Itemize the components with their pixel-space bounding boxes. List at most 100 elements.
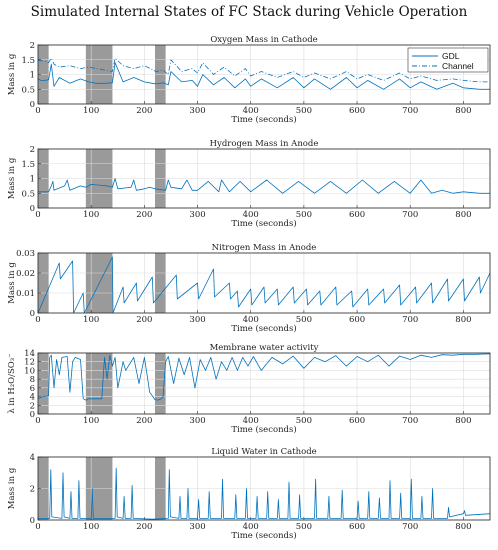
y-tick-label: 0.03 [16, 249, 35, 259]
series-line-channel [37, 57, 490, 83]
x-tick-label: 200 [136, 106, 152, 116]
y-tick-label: 1.5 [21, 56, 35, 66]
x-tick-label: 300 [189, 315, 205, 325]
x-axis-label: Time (seconds) [231, 218, 296, 229]
y-tick-label: 0 [30, 410, 35, 420]
y-axis-label: λ in H₂O/SO₃⁻ [7, 353, 17, 413]
chart-title: Hydrogen Mass in Anode [210, 139, 319, 149]
x-tick-label: 300 [189, 416, 205, 426]
y-tick-label: 2 [30, 401, 35, 411]
x-tick-label: 0 [35, 416, 40, 426]
panels: 0 100 200 300 400 500 600 700 80000.511.52Oxygen… [7, 35, 491, 541]
x-tick-label: 100 [83, 315, 99, 325]
x-tick-label: 700 [402, 416, 418, 426]
shaded-interval [38, 253, 49, 313]
axes-frame [37, 456, 491, 521]
x-tick-label: 0 [35, 210, 40, 220]
x-tick-label: 300 [189, 210, 205, 220]
x-tick-label: 800 [455, 315, 471, 325]
x-tick-label: 500 [296, 315, 312, 325]
chart-title: Liquid Water in Cathode [211, 447, 316, 457]
y-tick-label: 1 [30, 175, 35, 185]
x-tick-label: 700 [402, 106, 418, 116]
axes-frame [37, 148, 491, 209]
series-line-data [37, 353, 491, 401]
x-tick-label: 100 [83, 522, 99, 532]
chart-panel-5: 0 100 200 300 400 500 600 700 800 0 2 4 Liquid Water… [7, 447, 491, 541]
x-tick-label: 800 [455, 106, 471, 116]
y-tick-label: 0.5 [21, 189, 35, 199]
y-tick-label: 4 [30, 393, 35, 403]
x-tick-label: 100 [83, 416, 99, 426]
figure-title: Simulated Internal States of FC Stack du… [31, 4, 468, 20]
y-tick-label: 2 [30, 485, 35, 495]
shaded-interval [38, 353, 49, 414]
legend-label: GDL [442, 51, 460, 61]
x-axis-label: Time (seconds) [231, 530, 296, 541]
x-tick-label: 500 [296, 106, 312, 116]
y-tick-label: 2 [30, 41, 35, 51]
x-axis-label: Time (seconds) [231, 323, 296, 334]
legend-box [407, 47, 489, 73]
y-tick-label: 0 [30, 204, 35, 214]
axes-frame [37, 252, 491, 314]
x-tick-label: 0 [35, 315, 40, 325]
chart-title: Nitrogen Mass in Anode [212, 243, 317, 253]
y-tick-label: 8 [30, 375, 35, 385]
y-tick-label: 0.01 [16, 289, 35, 299]
x-tick-label: 600 [349, 522, 365, 532]
chart-panel-1: 0 100 200 300 400 500 600 700 800 0 0.5 1 1.5 2 Oxygen… [7, 35, 491, 125]
x-tick-label: 100 [83, 106, 99, 116]
x-tick-label: 500 [296, 416, 312, 426]
y-axis-label: Mass in g [7, 262, 17, 304]
series-line-gdl [37, 62, 490, 90]
series-line-data [38, 467, 491, 520]
y-tick-label: 14 [24, 349, 35, 359]
x-tick-label: 0 [35, 106, 40, 116]
x-tick-label: 100 [83, 210, 99, 220]
x-tick-label: 400 [243, 315, 259, 325]
axes-frame [37, 352, 491, 415]
y-tick-label: 0 [30, 309, 35, 319]
y-axis-label: Mass in g [7, 157, 17, 199]
x-tick-label: 200 [136, 210, 152, 220]
chart-title: Oxygen Mass in Cathode [210, 35, 317, 45]
x-tick-label: 500 [296, 522, 312, 532]
y-axis-label: Mass in g [7, 53, 17, 95]
shaded-interval [85, 353, 113, 414]
y-tick-label: 6 [30, 384, 35, 394]
y-tick-label: 0.02 [16, 269, 35, 279]
y-tick-label: 1.5 [21, 160, 35, 170]
series-line-data [38, 178, 490, 194]
axes-frame [37, 44, 491, 105]
x-tick-label: 200 [136, 315, 152, 325]
x-tick-label: 700 [402, 522, 418, 532]
y-tick-label: 1 [30, 71, 35, 81]
x-tick-label: 500 [296, 210, 312, 220]
x-tick-label: 300 [189, 106, 205, 116]
x-tick-label: 800 [455, 416, 471, 426]
y-tick-label: 12 [24, 358, 35, 368]
x-axis-label: Time (seconds) [231, 424, 296, 435]
x-tick-label: 300 [189, 522, 205, 532]
x-tick-label: 600 [349, 315, 365, 325]
y-tick-label: 4 [30, 453, 35, 463]
x-tick-label: 700 [402, 210, 418, 220]
x-tick-label: 600 [349, 210, 365, 220]
chart-title: Membrane water activity [210, 343, 319, 353]
plot-area [38, 253, 490, 313]
y-axis-label: Mass in g [7, 467, 17, 509]
shaded-interval [154, 253, 166, 313]
x-tick-label: 200 [136, 416, 152, 426]
x-tick-label: 400 [243, 522, 259, 532]
x-axis-label: Time (seconds) [231, 114, 296, 125]
y-tick-label: 10 [24, 366, 35, 376]
x-tick-label: 700 [402, 315, 418, 325]
y-tick-label: 0.5 [21, 85, 35, 95]
x-tick-label: 400 [243, 106, 259, 116]
chart-panel-3: 0 100 200 300 400 500 600 700 800 0 0.01 0.02 0.03 Ni… [7, 243, 491, 334]
x-tick-label: 600 [349, 106, 365, 116]
